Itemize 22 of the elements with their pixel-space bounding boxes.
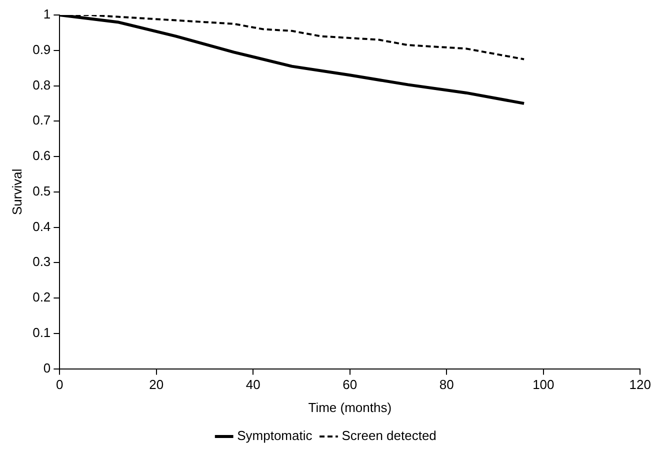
y-tick-label: 1 [43,6,51,22]
x-axis-title: Time (months) [308,400,392,415]
x-tick-label: 80 [439,377,454,392]
y-tick-label: 0.7 [32,112,51,128]
x-tick-label: 20 [149,377,164,392]
x-tick-label: 0 [56,377,64,392]
y-axis-title: Survival [9,168,24,216]
x-tick-label: 40 [246,377,260,392]
x-tick-label: 60 [342,377,358,392]
x-tick-label: 120 [629,377,652,392]
legend-label: Symptomatic [237,428,313,444]
y-tick-label: 0.4 [32,218,51,234]
y-tick-label: 0.5 [32,183,51,198]
x-tick-label: 100 [532,377,554,392]
y-tick-label: 0.2 [32,290,51,305]
y-tick-label: 0 [43,360,51,376]
legend-label: Screen detected [342,428,436,444]
y-tick-label: 0.1 [32,325,51,340]
y-tick-label: 0.9 [32,42,51,57]
y-tick-label: 0.6 [32,148,51,164]
y-tick-label: 0.8 [32,77,51,92]
y-tick-label: 0.3 [32,254,51,270]
